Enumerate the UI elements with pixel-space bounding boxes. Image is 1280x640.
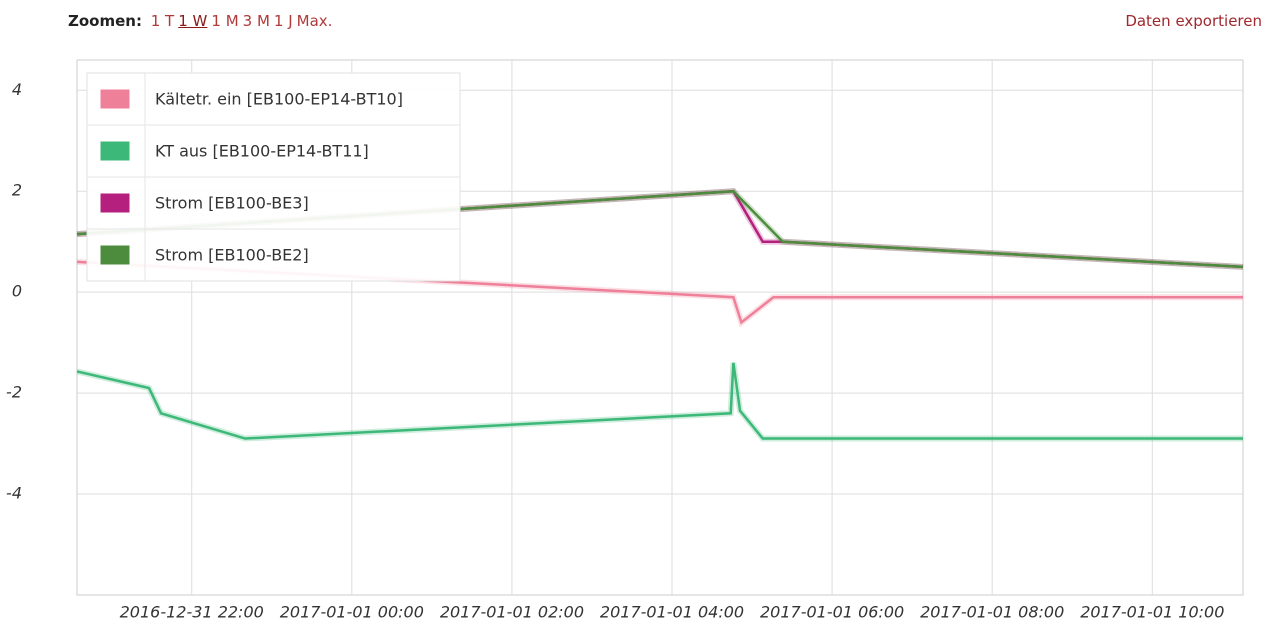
legend-label: Strom [EB100-BE3] — [155, 194, 309, 213]
zoom-option[interactable]: Max. — [296, 12, 333, 30]
zoom-option[interactable]: 1 M — [211, 12, 239, 30]
y-tick-label: -2 — [6, 383, 22, 402]
export-link[interactable]: Daten exportieren — [1125, 12, 1262, 30]
legend-swatch — [99, 192, 131, 214]
zoom-label: Zoomen: — [68, 12, 142, 30]
series-line — [76, 362, 1243, 440]
legend-label: KT aus [EB100-EP14-BT11] — [155, 142, 369, 161]
x-tick-label: 2017-01-01 02:00 — [440, 603, 584, 622]
legend-label: Strom [EB100-BE2] — [155, 246, 309, 265]
x-tick-label: 2017-01-01 10:00 — [1080, 603, 1224, 622]
zoom-option[interactable]: 1 J — [273, 12, 293, 30]
zoom-option[interactable]: 1 T — [150, 12, 175, 30]
legend-swatch — [99, 244, 131, 266]
x-tick-label: 2017-01-01 06:00 — [760, 603, 904, 622]
zoom-option[interactable]: 3 M — [242, 12, 270, 30]
y-tick-label: 2 — [12, 181, 22, 200]
y-tick-label: 0 — [12, 282, 22, 301]
zoom-option[interactable]: 1 W — [178, 12, 208, 30]
legend-swatch — [99, 140, 131, 162]
y-tick-label: -4 — [6, 484, 22, 503]
x-tick-label: 2017-01-01 08:00 — [920, 603, 1064, 622]
legend-swatch — [99, 88, 131, 110]
x-tick-label: 2017-01-01 04:00 — [600, 603, 744, 622]
y-tick-label: 4 — [12, 80, 22, 99]
x-tick-label: 2017-01-01 00:00 — [280, 603, 424, 622]
legend: Kältetr. ein [EB100-EP14-BT10] KT aus [EB… — [86, 72, 461, 282]
x-tick-label: 2016-12-31 22:00 — [120, 603, 264, 622]
legend-label: Kältetr. ein [EB100-EP14-BT10] — [155, 90, 403, 109]
series-line — [76, 260, 1243, 325]
